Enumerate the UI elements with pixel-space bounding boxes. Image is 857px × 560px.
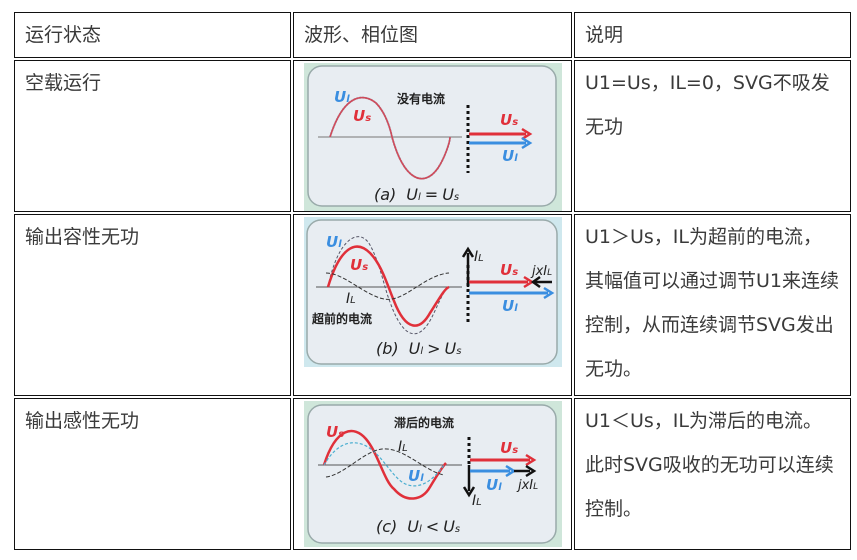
- ul-waveform: [327, 236, 450, 335]
- figure-caption: (c) Ul < Us: [376, 517, 460, 536]
- table-row: 输出感性无功 Us IL Ul 滞后的电流 IL Us Ul: [14, 398, 851, 550]
- ul-label: Ul: [334, 88, 350, 106]
- il-label: IL: [398, 439, 408, 455]
- ul-label: Ul: [326, 233, 342, 251]
- us-phasor-label: Us: [500, 439, 518, 457]
- figure-note: 超前的电流: [311, 311, 372, 326]
- header-state: 运行状态: [14, 12, 291, 58]
- us-waveform: [326, 245, 450, 327]
- waveform-phasor-figure-b: Ul Us IL 超前的电流 IL Us jxIL Ul (b) Ul > Us: [304, 217, 562, 367]
- waveform-phasor-figure-a: Ul Us 没有电流 Us Ul (a) Ul = Us: [304, 63, 562, 211]
- figure-note: 没有电流: [397, 91, 445, 106]
- figure-note: 滞后的电流: [394, 415, 454, 430]
- description-cell: U1＞Us，IL为超前的电流，其幅值可以通过调节U1来连续控制，从而连续调节SV…: [574, 214, 851, 396]
- svg-operating-states-table: 运行状态 波形、相位图 说明 空载运行 Ul Us 没有电流 Us Ul (a)…: [12, 10, 853, 552]
- jxil-phasor-label: jxIL: [516, 478, 538, 493]
- us-label: Us: [350, 256, 368, 274]
- il-phasor-label: IL: [474, 249, 484, 265]
- il-waveform: [325, 448, 445, 478]
- table-row: 空载运行 Ul Us 没有电流 Us Ul (a) Ul = Us U1=Us，IL=…: [14, 60, 851, 212]
- jxil-phasor-label: jxIL: [530, 264, 552, 279]
- us-label: Us: [353, 107, 371, 125]
- us-phasor-label: Us: [500, 111, 518, 129]
- state-cell: 输出容性无功: [14, 214, 291, 396]
- figure-caption: (b) Ul > Us: [376, 339, 461, 358]
- ul-phasor-label: Ul: [502, 297, 518, 315]
- description-cell: U1＜Us，IL为滞后的电流。此时SVG吸收的无功可以连续控制。: [574, 398, 851, 550]
- header-description: 说明: [574, 12, 851, 58]
- ul-phasor-label: Ul: [502, 147, 518, 165]
- table-row: 输出容性无功 Ul Us IL 超前的电流 IL Us jxIL: [14, 214, 851, 396]
- us-waveform: [329, 96, 451, 180]
- ul-waveform: [323, 442, 445, 487]
- figure-cell: Us IL Ul 滞后的电流 IL Us Ul jxIL (c) Ul < Us: [293, 398, 572, 550]
- us-label: Us: [326, 423, 344, 441]
- header-waveform: 波形、相位图: [293, 12, 572, 58]
- il-label: IL: [346, 291, 356, 307]
- figure-cell: Ul Us 没有电流 Us Ul (a) Ul = Us: [293, 60, 572, 212]
- table-header-row: 运行状态 波形、相位图 说明: [14, 12, 851, 58]
- us-waveform: [322, 429, 447, 500]
- il-phasor-label: IL: [472, 493, 482, 509]
- waveform-phasor-figure-c: Us IL Ul 滞后的电流 IL Us Ul jxIL (c) Ul < Us: [304, 401, 562, 547]
- description-cell: U1=Us，IL=0，SVG不吸发无功: [574, 60, 851, 212]
- ul-label: Ul: [408, 467, 424, 485]
- us-phasor-label: Us: [500, 261, 518, 279]
- ul-phasor-label: Ul: [486, 476, 502, 494]
- state-cell: 输出感性无功: [14, 398, 291, 550]
- figure-caption: (a) Ul = Us: [374, 185, 459, 204]
- state-cell: 空载运行: [14, 60, 291, 212]
- figure-cell: Ul Us IL 超前的电流 IL Us jxIL Ul (b) Ul > Us: [293, 214, 572, 396]
